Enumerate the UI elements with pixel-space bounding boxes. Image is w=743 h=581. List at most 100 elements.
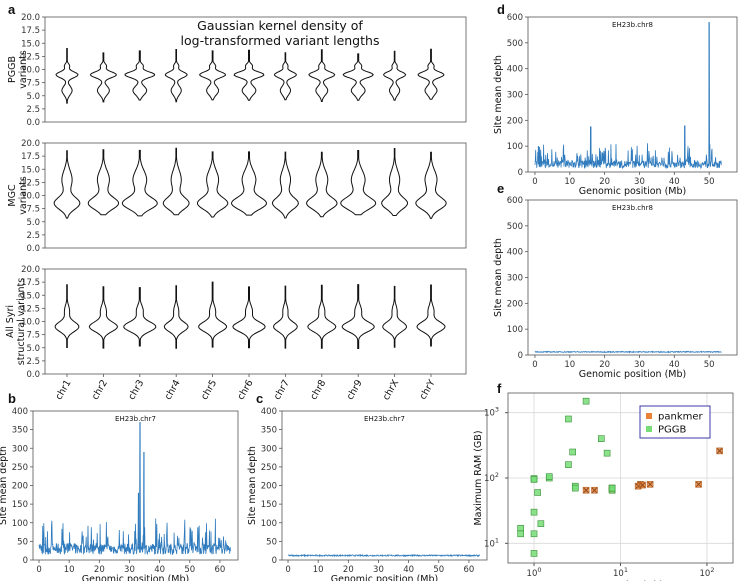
x-tick-label: 50: [433, 565, 444, 575]
y-tick-exponent: 3: [495, 406, 499, 414]
panel-letter-e: e: [497, 181, 504, 196]
x-tick-label: 20: [599, 177, 610, 187]
legend-box: [639, 405, 711, 439]
violin-chr7-row1: [271, 151, 299, 219]
x-tick-label: 0: [532, 177, 537, 187]
violin-ylabel: All Syristructural variants: [5, 278, 27, 366]
violin-chr9-row2: [341, 284, 375, 349]
point-PGGB: [537, 520, 545, 527]
violin-chr4-row2: [163, 285, 189, 349]
y-tick-label: 200: [507, 299, 523, 309]
point-PGGB: [517, 524, 524, 532]
point-PGGB: [530, 508, 538, 516]
violin-ylabel-line1: PGGB: [7, 56, 18, 83]
y-tick-label: 20.0: [21, 139, 40, 149]
panel-e-ylabel: Site mean depth: [493, 238, 504, 317]
panel-c-title: EH23b.chr7: [364, 415, 405, 423]
x-tick-label: 10: [564, 360, 575, 370]
y-tick-label: 15.0: [21, 165, 40, 175]
y-tick-label: 0: [272, 556, 277, 566]
y-tick-label: 600: [507, 13, 523, 23]
violin-chr3-row1: [121, 149, 158, 217]
violin-chr1-row2: [54, 284, 80, 348]
x-tick-label: 60: [463, 565, 474, 575]
y-tick-label: 102: [484, 471, 499, 484]
panel-c-axes-box: [281, 410, 488, 561]
violin-chr8-row1: [306, 151, 338, 218]
x-tick-label: 30: [634, 177, 645, 187]
x-tick-label: 40: [403, 565, 414, 575]
point-PGGB: [582, 397, 590, 405]
y-tick-label: 200: [261, 482, 277, 492]
y-tick-label: 350: [261, 426, 277, 436]
y-tick-label: 12.5: [21, 178, 40, 188]
violin-chr1-row0: [55, 48, 79, 104]
point-PGGB: [517, 530, 524, 538]
y-tick-label: 300: [261, 444, 277, 454]
y-tick-label: 7.5: [26, 79, 40, 89]
point-PGGB: [530, 530, 538, 538]
y-tick-label: 17.5: [21, 26, 40, 36]
violin-chr3-row0: [124, 50, 156, 101]
point-PGGB: [565, 415, 572, 423]
y-tick-label: 100: [12, 519, 28, 529]
panel-c-depth-trace: [287, 553, 480, 558]
panel-e-axes-box: [527, 199, 738, 356]
x-tick-label: 30: [634, 360, 645, 370]
violin-chr7-row2: [272, 285, 298, 349]
y-tick-label: 103: [484, 406, 499, 419]
violin-chrY-row0: [417, 48, 445, 100]
legend-label-pankmer: pankmer: [658, 412, 703, 423]
panel-d-depth-trace: [534, 22, 722, 170]
violin-chr6-row2: [232, 286, 266, 349]
chr-label-chr5: chr5: [199, 378, 219, 402]
violin-chrX-row2: [382, 285, 407, 348]
violin-chr4-row1: [162, 147, 190, 216]
x-tick-label: 20: [343, 565, 354, 575]
y-tick-label: 250: [12, 463, 28, 473]
panel-c-xlabel: Genomic position (Mb): [331, 574, 438, 581]
y-tick-label: 5.0: [26, 92, 40, 102]
x-tick-label: 40: [154, 565, 165, 575]
y-tick-label: 0: [518, 351, 523, 361]
y-tick-label: 2.5: [26, 105, 40, 115]
x-tick-label: 50: [184, 565, 195, 575]
y-tick-label: 0: [23, 556, 28, 566]
violin-chr7-row0: [273, 52, 297, 101]
x-tick-label: 102: [699, 566, 714, 579]
y-tick-label: 0: [518, 168, 523, 178]
x-tick-label: 40: [669, 177, 680, 187]
y-tick-label: 300: [12, 444, 28, 454]
chr-label-chr4: chr4: [163, 378, 183, 402]
violin-ylabel-line1: All Syri: [5, 305, 16, 338]
violin-ylabel: PGGBvariants: [7, 50, 29, 89]
y-tick-label: 0.0: [26, 244, 40, 254]
x-tick-label: 101: [613, 566, 628, 579]
y-tick-label: 2.5: [26, 231, 40, 241]
y-tick-label: 0.0: [26, 118, 40, 128]
x-tick-label: 20: [94, 565, 105, 575]
panel-b-depth-trace: [38, 422, 231, 556]
y-tick-label: 500: [507, 39, 523, 49]
panel-letter-c: c: [256, 391, 263, 406]
y-tick-label: 5.0: [26, 218, 40, 228]
point-PGGB: [545, 473, 553, 480]
y-tick-label: 10.0: [21, 318, 40, 328]
point-PGGB: [565, 461, 572, 468]
violin-chr2-row0: [89, 52, 118, 103]
panel-b-xlabel: Genomic position (Mb): [82, 574, 189, 581]
panel-e-xlabel: Genomic position (Mb): [579, 369, 686, 380]
violin-axes-box: [44, 268, 467, 375]
y-tick-label: 100: [507, 142, 523, 152]
panel-d-xlabel: Genomic position (Mb): [579, 186, 686, 197]
panel-d-axes-box: [527, 16, 738, 173]
chr-label-chr8: chr8: [308, 378, 328, 402]
y-tick-label: 400: [12, 407, 28, 417]
y-tick-label: 600: [507, 196, 523, 206]
point-PGGB: [603, 449, 611, 457]
chr-label-chr1: chr1: [53, 378, 73, 402]
chr-label-chrY: chrY: [418, 378, 438, 402]
y-tick-label: 300: [507, 274, 523, 284]
panel-letter-b: b: [8, 391, 16, 406]
y-tick-label: 50: [266, 537, 277, 547]
